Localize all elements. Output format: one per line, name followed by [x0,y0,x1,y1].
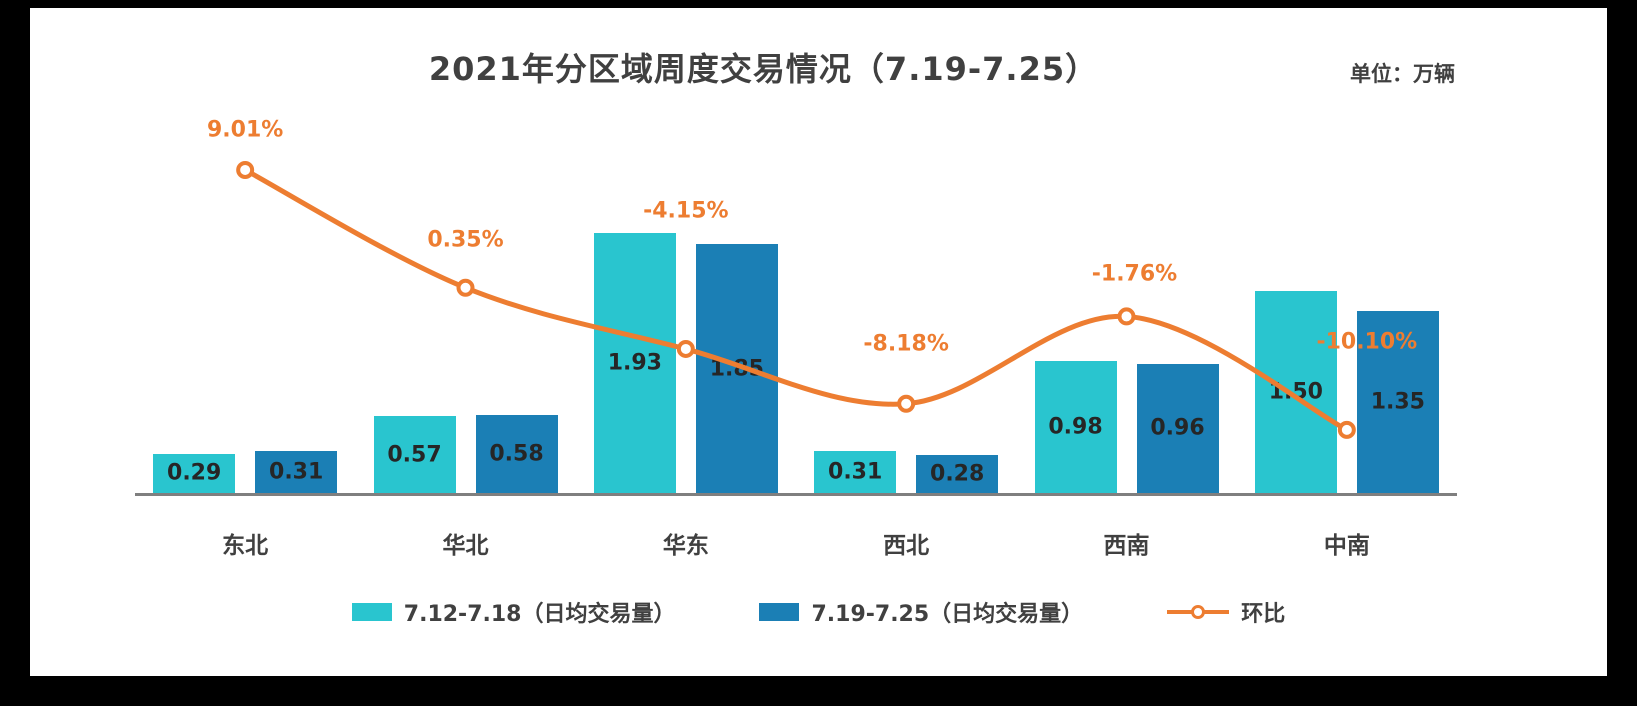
legend-line-marker [1167,603,1230,621]
bar-week2 [255,451,338,493]
pct-label: -4.15% [643,198,729,224]
pct-label: -8.18% [863,331,949,357]
bar-week1 [153,453,236,493]
x-axis-line [135,493,1457,496]
bar-value-label: 0.28 [930,461,985,487]
category-label: 华东 [662,533,709,559]
category-label: 西北 [883,533,930,559]
legend-swatch-week2 [759,603,800,621]
bar-value-label: 0.29 [167,460,222,486]
bar-value-label: 0.31 [269,459,324,485]
legend-item-week2: 7.19-7.25（日均交易量） [759,596,1083,628]
pct-label: -10.10% [1316,329,1418,355]
line-marker [897,394,916,413]
legend-item-week1: 7.12-7.18（日均交易量） [351,596,676,628]
line-marker [1117,307,1136,326]
pct-label: -1.76% [1091,261,1178,287]
legend-swatch-week1 [351,603,392,621]
category-label: 东北 [222,533,269,559]
bar-week1 [814,451,897,493]
chart-title: 2021年分区域周度交易情况（7.19-7.25） [428,50,1099,88]
bar-value-label: 1.93 [607,350,662,376]
category-label: 华北 [442,533,489,559]
bar-value-label: 0.98 [1048,414,1103,440]
legend-item-ratio: 环比 [1167,596,1285,628]
bar-value-label: 0.58 [489,441,544,467]
bar-value-label: 1.85 [709,356,764,382]
bar-value-label: 0.57 [387,442,442,468]
category-label: 西南 [1103,533,1150,559]
line-marker [1337,420,1356,439]
pct-label: 9.01% [206,117,284,143]
bar-value-label: 0.31 [828,459,883,485]
chart-area: 0.29 0.31 东北 0.57 0.58 华北 1.93 1.85 华东 0.31 0.28 西北… [30,8,1607,676]
line-marker [236,160,255,179]
bar-week2 [916,455,999,493]
legend-line-dot [1191,605,1206,619]
legend-label-ratio: 环比 [1241,602,1286,627]
bar-value-label: 1.50 [1268,379,1323,405]
chart-card: 2021年分区域周度交易情况（7.19-7.25） 单位：万辆 0.29 0.31… [30,8,1607,676]
unit-label: 单位：万辆 [1350,62,1455,86]
line-marker [456,278,475,297]
line-marker [676,339,695,358]
category-label: 中南 [1323,533,1370,559]
legend: 7.12-7.18（日均交易量） 7.19-7.25（日均交易量） 环比 [30,596,1607,628]
legend-label-week1: 7.12-7.18（日均交易量） [403,602,676,627]
legend-label-week2: 7.19-7.25（日均交易量） [811,602,1084,627]
pct-label: 0.35% [427,227,504,253]
bar-week2 [1356,311,1439,493]
bar-value-label: 0.96 [1150,415,1205,441]
bar-value-label: 1.35 [1370,389,1425,415]
